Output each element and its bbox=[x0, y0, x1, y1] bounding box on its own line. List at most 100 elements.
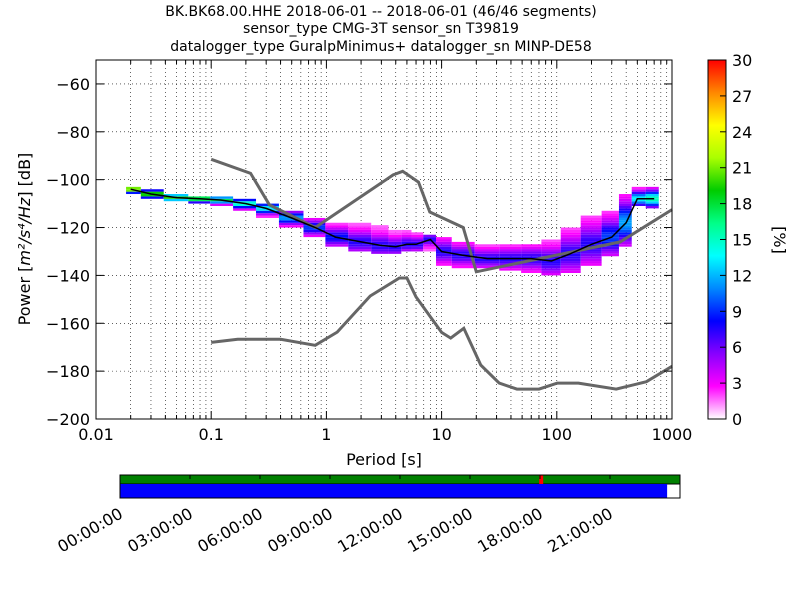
psd-cell bbox=[325, 222, 349, 226]
nhnm-curve bbox=[210, 157, 673, 274]
x-axis-label: Period [s] bbox=[346, 450, 422, 469]
psd-cell bbox=[645, 205, 659, 209]
psd-cell bbox=[371, 251, 389, 254]
psd-cell bbox=[401, 232, 412, 235]
psd-cell bbox=[580, 232, 602, 235]
psd-cell bbox=[521, 253, 542, 257]
psd-cell bbox=[163, 198, 189, 202]
psd-cell bbox=[521, 263, 542, 266]
psd-cell bbox=[388, 237, 402, 240]
psd-cell bbox=[631, 186, 646, 190]
psd-cell bbox=[560, 256, 581, 259]
psd-cell bbox=[541, 246, 561, 250]
psd-cell bbox=[371, 241, 389, 245]
psd-cell bbox=[580, 244, 602, 247]
psd-cell bbox=[278, 225, 304, 228]
psd-cell bbox=[474, 251, 500, 254]
psd-cell bbox=[371, 225, 389, 228]
psd-cell bbox=[436, 246, 452, 250]
psd-cell bbox=[233, 201, 257, 204]
psd-cell bbox=[618, 210, 632, 214]
y-axis-ticks: −60 −80 −100 −120 −140 −160 −180 −200 bbox=[46, 75, 672, 429]
psd-cell bbox=[521, 268, 542, 271]
psd-cell bbox=[521, 244, 542, 247]
psd-cell bbox=[451, 256, 475, 259]
psd-cell bbox=[423, 244, 437, 247]
psd-cell bbox=[303, 220, 326, 223]
psd-cell bbox=[303, 234, 326, 238]
psd-cell bbox=[451, 246, 475, 250]
psd-cell bbox=[233, 198, 257, 202]
psd-cell bbox=[618, 196, 632, 199]
psd-cell bbox=[541, 268, 561, 271]
psd-cell bbox=[233, 203, 257, 206]
psd-cell bbox=[371, 249, 389, 252]
timeline-top-bar bbox=[120, 475, 680, 484]
psd-cell bbox=[278, 217, 304, 221]
psd-cell bbox=[601, 227, 619, 230]
y-tick-label: −100 bbox=[46, 171, 90, 190]
psd-cell bbox=[645, 186, 659, 190]
psd-cell bbox=[499, 253, 522, 257]
psd-cell bbox=[601, 229, 619, 233]
psd-cell bbox=[499, 258, 522, 262]
psd-cell bbox=[256, 215, 279, 218]
x-axis-ticks: 0.01 0.1 1 10 100 1000 bbox=[78, 60, 692, 444]
psd-cell bbox=[560, 234, 581, 238]
psd-cell bbox=[580, 229, 602, 233]
psd-cell bbox=[233, 205, 257, 209]
colorbar-tick-label: 6 bbox=[732, 338, 742, 357]
psd-cell bbox=[474, 249, 500, 252]
psd-cell bbox=[618, 205, 632, 209]
psd-cell bbox=[303, 222, 326, 226]
psd-cell bbox=[451, 263, 475, 266]
psd-cell bbox=[580, 220, 602, 223]
psd-cell bbox=[645, 194, 659, 197]
psd-cell bbox=[348, 244, 372, 247]
psd-cell bbox=[140, 196, 164, 199]
psd-cell bbox=[541, 244, 561, 247]
psd-cell bbox=[256, 213, 279, 216]
psd-cell bbox=[521, 261, 542, 264]
psd-cell bbox=[560, 229, 581, 233]
psd-cell bbox=[388, 251, 402, 254]
psd-cell bbox=[499, 244, 522, 247]
psd-cell bbox=[348, 246, 372, 250]
psd-cell bbox=[601, 246, 619, 250]
psd-cell bbox=[521, 249, 542, 252]
colorbar-tick-label: 3 bbox=[732, 374, 742, 393]
psd-cell bbox=[371, 246, 389, 250]
psd-cell bbox=[601, 217, 619, 221]
psd-cell bbox=[401, 244, 412, 247]
psd-cell bbox=[474, 258, 500, 262]
psd-cell bbox=[325, 232, 349, 235]
psd-cell bbox=[423, 249, 437, 252]
psd-cell bbox=[618, 227, 632, 230]
psd-cell bbox=[451, 265, 475, 269]
psd-cell bbox=[423, 234, 437, 238]
plot-area: 0.01 0.1 1 10 100 1000 −60 −80 −100 −120 −140 −160… bbox=[46, 59, 692, 444]
timeline-tick-label: 21:00:00 bbox=[544, 504, 616, 556]
psd-cell bbox=[411, 246, 424, 250]
psd-cell bbox=[580, 227, 602, 230]
psd-cell bbox=[436, 258, 452, 262]
psd-cell bbox=[411, 244, 424, 247]
psd-cell bbox=[601, 220, 619, 223]
y-axis-label-suffix: ] [dB] bbox=[15, 153, 34, 198]
psd-cell bbox=[499, 268, 522, 271]
psd-cell bbox=[436, 256, 452, 259]
psd-cell bbox=[631, 196, 646, 199]
y-tick-label: −60 bbox=[56, 75, 90, 94]
psd-cell bbox=[451, 241, 475, 245]
psd-cell bbox=[521, 256, 542, 259]
psd-cell bbox=[348, 241, 372, 245]
psd-cell bbox=[541, 251, 561, 254]
psd-cell bbox=[560, 241, 581, 245]
chart-title: BK.BK68.00.HHE 2018-06-01 -- 2018-06-01 … bbox=[165, 4, 597, 55]
psd-cell bbox=[618, 215, 632, 218]
psd-cell bbox=[580, 263, 602, 266]
psd-cell bbox=[188, 198, 211, 202]
psd-cell bbox=[401, 249, 412, 252]
psd-cell bbox=[618, 220, 632, 223]
psd-cell bbox=[618, 203, 632, 206]
